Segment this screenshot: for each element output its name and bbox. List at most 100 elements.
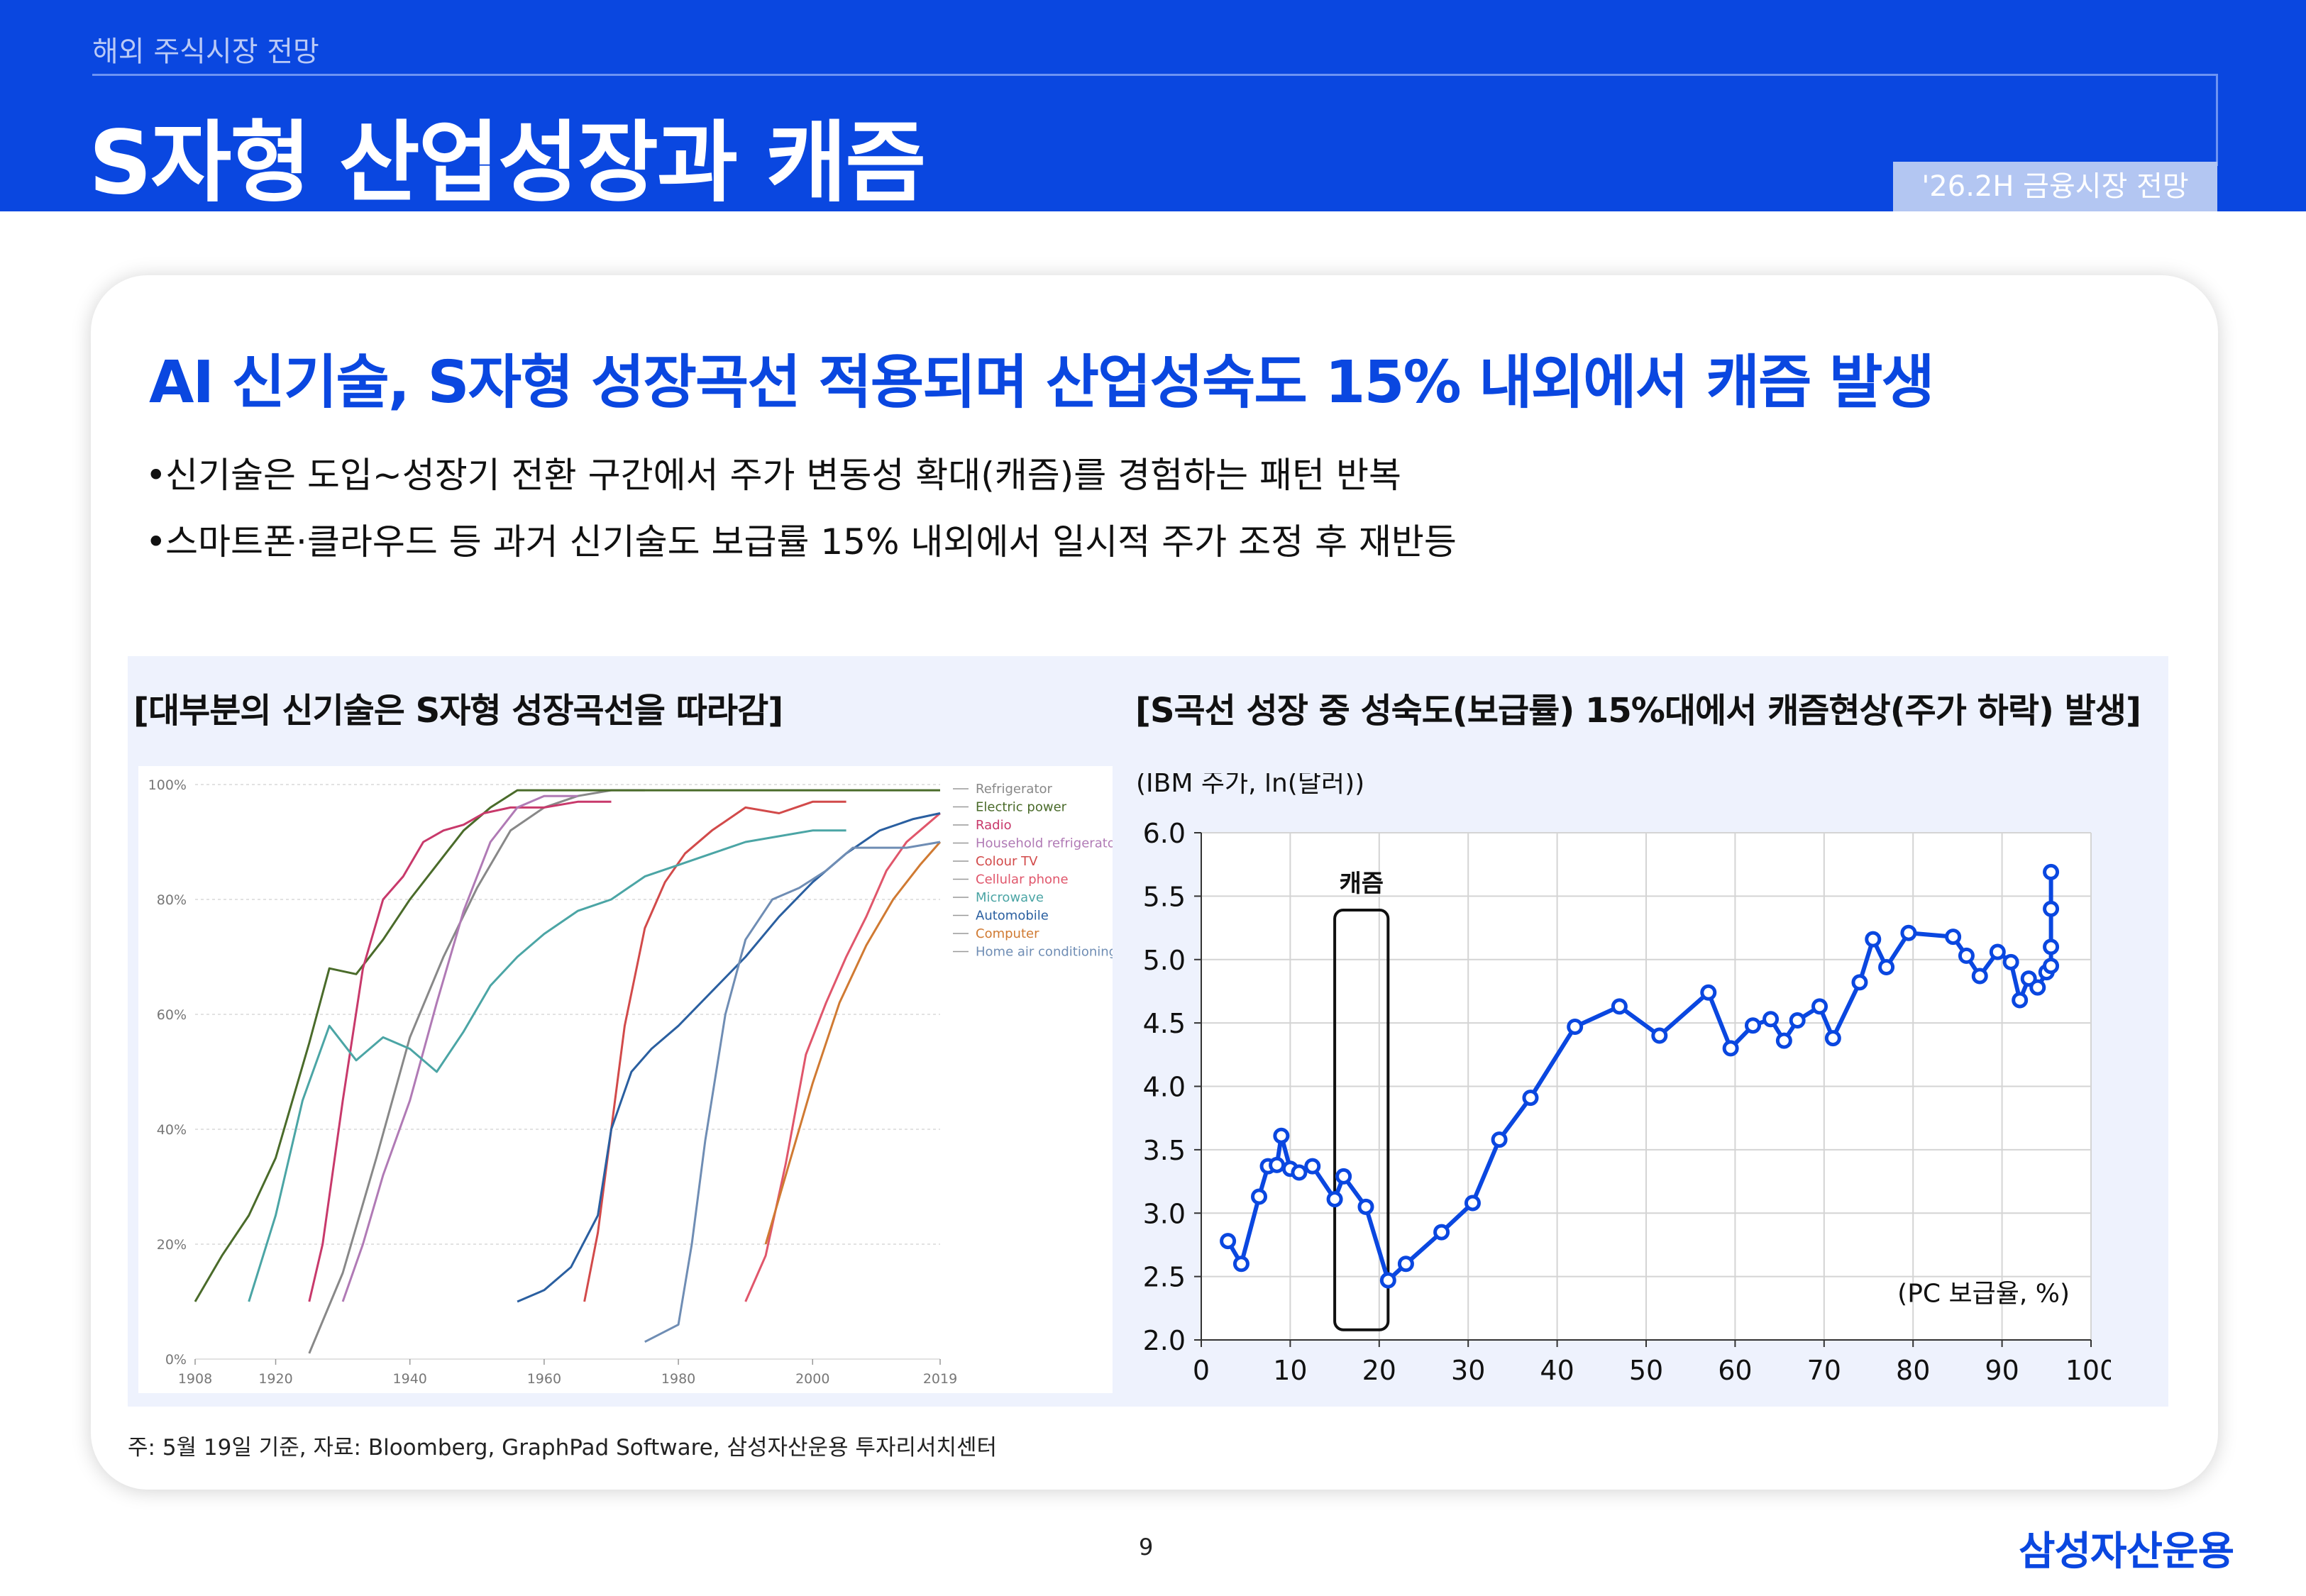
- data-point: [1989, 943, 2006, 960]
- x-tick-label: 2019: [923, 1371, 957, 1387]
- legend-label: Cellular phone: [976, 872, 1069, 887]
- legend-label: Radio: [976, 818, 1012, 833]
- legend-label: Colour TV: [976, 854, 1038, 869]
- data-point: [1971, 968, 1988, 985]
- y-tick-label: 0%: [165, 1352, 187, 1368]
- data-point: [1357, 1198, 1374, 1215]
- series-line: [308, 789, 645, 1354]
- x-tick-label: 30: [1451, 1355, 1485, 1386]
- header-bar: 해외 주식시장 전망 S자형 산업성장과 캐즘 '26.2H 금융시장 전망: [0, 0, 2306, 214]
- y-axis-label: (IBM 주가, ln(달러)): [1136, 773, 1364, 798]
- series-line: [248, 829, 846, 1302]
- series-line: [517, 812, 941, 1303]
- legend-label: Home air conditioning: [976, 945, 1113, 960]
- y-tick-label: 20%: [157, 1237, 187, 1253]
- data-point: [1811, 998, 1828, 1015]
- data-point: [1824, 1030, 1841, 1047]
- chart-background: [138, 766, 1113, 1393]
- y-tick-label: 5.0: [1143, 945, 1186, 976]
- x-tick-label: 2000: [795, 1371, 829, 1387]
- x-tick-label: 60: [1718, 1355, 1752, 1386]
- data-point: [1273, 1127, 1290, 1144]
- series-line: [341, 794, 578, 1302]
- data-point: [1304, 1158, 1321, 1175]
- brand-logo: 삼성자산운용: [2019, 1529, 2234, 1575]
- s-curve-chart: 0% 20% 40% 60% 80% 100% 1908 1920 1940 1960 1980 20…: [138, 766, 1113, 1393]
- legend-label: Household refrigerator: [976, 836, 1113, 851]
- x-tick-label: 1920: [258, 1371, 292, 1387]
- x-tick-label: 80: [1896, 1355, 1930, 1386]
- chasm-box: [1333, 909, 1390, 1331]
- y-tick-label: 60%: [157, 1007, 187, 1023]
- y-tick-label: 40%: [157, 1122, 187, 1138]
- data-point: [1397, 1256, 1414, 1273]
- y-tick-label: 6.0: [1143, 818, 1186, 849]
- y-tick-label: 100%: [148, 777, 187, 793]
- bullet-item: •스마트폰·클라우드 등 과거 신기술도 보급률 15% 내외에서 일시적 주가…: [145, 514, 1457, 565]
- y-tick-label: 4.0: [1143, 1072, 1186, 1103]
- y-tick-label: 4.5: [1143, 1008, 1186, 1039]
- data-point: [1291, 1164, 1308, 1181]
- series-line: [644, 841, 941, 1343]
- data-point: [2043, 900, 2060, 917]
- left-chart-title: [대부분의 신기술은 S자형 성장곡선을 따라감]: [133, 691, 783, 731]
- data-point: [2043, 938, 2060, 955]
- x-tick-label: 1908: [178, 1371, 212, 1387]
- x-axis-label: (PC 보급율, %): [1897, 1279, 2070, 1308]
- data-point: [1700, 984, 1717, 1001]
- data-point: [2043, 958, 2060, 975]
- x-tick-label: 1960: [527, 1371, 561, 1387]
- legend-label: Computer: [976, 926, 1039, 941]
- y-tick-label: 3.0: [1143, 1198, 1186, 1229]
- data-point: [1464, 1195, 1481, 1212]
- data-point: [1651, 1027, 1668, 1044]
- x-tick-label: 10: [1273, 1355, 1307, 1386]
- x-tick-label: 0: [1193, 1355, 1210, 1386]
- y-tick-label: 2.0: [1143, 1325, 1186, 1356]
- series-line: [764, 841, 942, 1245]
- series-line: [744, 812, 941, 1302]
- data-point: [1722, 1040, 1739, 1057]
- headline: AI 신기술, S자형 성장곡선 적용되며 산업성숙도 15% 내외에서 캐즘 …: [149, 349, 1935, 416]
- series-line: [308, 800, 612, 1302]
- page-number: 9: [1139, 1534, 1154, 1561]
- data-point: [1611, 998, 1628, 1015]
- data-point: [1269, 1156, 1286, 1173]
- bullet-text: 스마트폰·클라우드 등 과거 신기술도 보급률 15% 내외에서 일시적 주가 …: [165, 521, 1457, 563]
- data-point: [1744, 1017, 1761, 1034]
- data-point: [1789, 1012, 1806, 1029]
- x-tick-label: 50: [1629, 1355, 1663, 1386]
- data-point: [1522, 1090, 1539, 1107]
- bullet-symbol: •: [145, 521, 167, 563]
- data-point: [1251, 1188, 1268, 1205]
- y-tick-label: 3.5: [1143, 1135, 1186, 1166]
- data-point: [1491, 1131, 1508, 1148]
- ibm-chasm-chart: 2.0 2.5 3.0 3.5 4.0 4.5 5.0 5.5 6.0 0 10 20 30 40 50 60…: [1136, 773, 2111, 1386]
- x-tick-label: 1940: [393, 1371, 427, 1387]
- data-point: [2012, 992, 2029, 1009]
- data-point: [1433, 1224, 1450, 1241]
- data-point: [1232, 1256, 1249, 1273]
- legend-label: Microwave: [976, 890, 1044, 905]
- legend-label: Electric power: [976, 800, 1067, 815]
- data-point: [1326, 1191, 1343, 1208]
- data-point: [1379, 1272, 1396, 1289]
- data-point: [2002, 953, 2019, 970]
- data-point: [2029, 979, 2046, 996]
- data-point: [1567, 1018, 1584, 1035]
- page-title: S자형 산업성장과 캐즘: [89, 112, 926, 214]
- header-divider-vertical: [2216, 74, 2218, 166]
- y-tick-label: 5.5: [1143, 881, 1186, 912]
- data-point: [1335, 1168, 1352, 1185]
- series-line: [194, 789, 940, 1302]
- x-tick-label: 90: [1985, 1355, 2019, 1386]
- right-chart-title: [S곡선 성장 중 성숙도(보급률) 15%대에서 캐즘현상(주가 하락) 발생…: [1135, 691, 2141, 731]
- x-tick-label: 20: [1362, 1355, 1396, 1386]
- section-label: 해외 주식시장 전망: [92, 35, 319, 68]
- legend-label: Refrigerator: [976, 782, 1053, 797]
- x-tick-label: 40: [1540, 1355, 1574, 1386]
- data-point: [2043, 863, 2060, 880]
- bullet-symbol: •: [145, 455, 167, 496]
- data-point: [1762, 1011, 1780, 1028]
- data-point: [1878, 958, 1895, 975]
